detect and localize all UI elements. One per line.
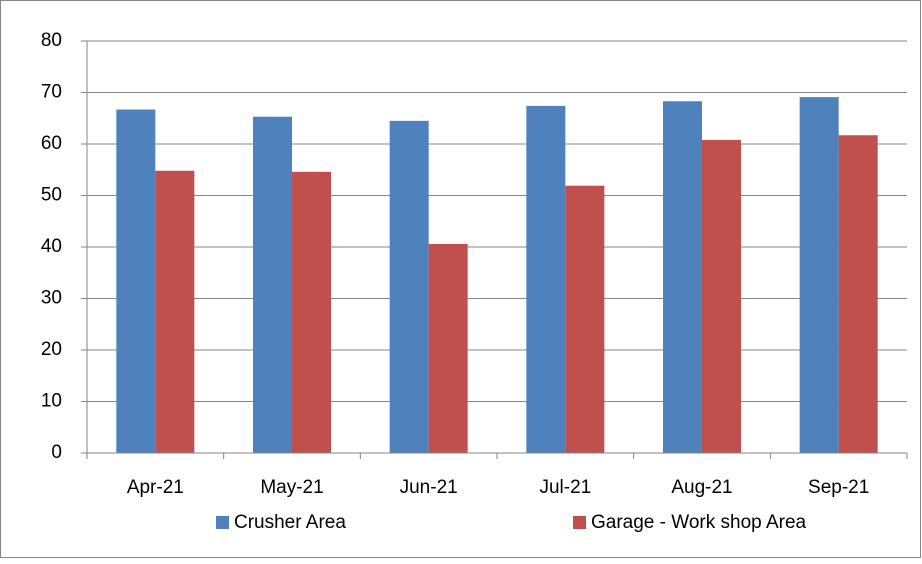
bar <box>155 170 195 453</box>
bar <box>565 185 605 453</box>
y-tick-label: 30 <box>41 288 62 309</box>
x-tick-label: Aug-21 <box>671 477 732 498</box>
y-tick-label: 60 <box>41 133 62 154</box>
legend-swatch <box>216 516 229 529</box>
bar <box>702 139 741 453</box>
bar <box>116 109 156 454</box>
legend-swatch <box>573 516 586 529</box>
bar <box>389 120 429 453</box>
y-tick-label: 40 <box>41 236 62 257</box>
y-tick-label: 20 <box>41 339 62 360</box>
bar <box>292 171 331 453</box>
x-tick-label: Apr-21 <box>127 477 184 498</box>
bar <box>526 105 566 453</box>
bar <box>838 135 878 453</box>
legend-label: Garage - Work shop Area <box>591 512 807 533</box>
bar <box>663 101 702 453</box>
y-tick-label: 10 <box>41 391 62 412</box>
x-tick-label: May-21 <box>260 477 323 498</box>
y-tick-label: 80 <box>41 30 62 51</box>
bar <box>799 97 839 453</box>
legend-label: Crusher Area <box>234 512 346 533</box>
y-tick-label: 70 <box>41 82 62 103</box>
x-tick-label: Jun-21 <box>400 477 458 498</box>
x-tick-label: Jul-21 <box>539 477 591 498</box>
bar <box>253 116 292 453</box>
bar <box>428 243 468 453</box>
y-tick-label: 0 <box>51 442 62 463</box>
y-tick-label: 50 <box>41 185 62 206</box>
x-tick-label: Sep-21 <box>808 477 869 498</box>
